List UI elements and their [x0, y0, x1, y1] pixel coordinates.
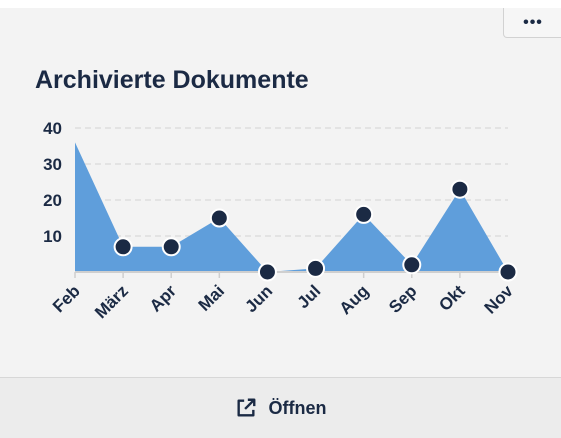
x-tick-label: Nov: [481, 281, 518, 318]
open-button-label: Öffnen: [268, 397, 327, 418]
data-point[interactable]: [113, 237, 133, 257]
x-tick-label: Apr: [146, 281, 180, 315]
x-tick-label: Jul: [294, 281, 325, 312]
external-link-icon: [236, 398, 255, 417]
data-point[interactable]: [498, 262, 518, 282]
open-button[interactable]: Öffnen: [0, 377, 561, 438]
y-axis-ticks: 10 20 30 40: [43, 119, 62, 246]
x-tick-label: Mai: [195, 281, 228, 314]
x-tick-label: Jun: [241, 281, 276, 316]
x-tick-label: Aug: [336, 281, 373, 318]
x-tick-label: Sep: [385, 281, 420, 316]
x-tick-label: Okt: [435, 281, 469, 315]
y-tick-label: 30: [43, 155, 62, 174]
x-tick-label: Feb: [49, 281, 84, 316]
more-options-button[interactable]: •••: [503, 8, 561, 38]
data-point[interactable]: [306, 258, 326, 278]
data-point[interactable]: [257, 262, 277, 282]
area-fill: [75, 142, 508, 272]
data-point[interactable]: [402, 255, 422, 275]
data-point[interactable]: [209, 208, 229, 228]
data-point[interactable]: [354, 204, 374, 224]
area-chart: 10 20 30 40 Feb März Apr Mai Jun Jul Aug Sep Okt Nov: [43, 119, 518, 322]
data-point[interactable]: [161, 237, 181, 257]
x-axis-ticks: Feb März Apr Mai Jun Jul Aug Sep Okt Nov: [49, 272, 517, 322]
data-point[interactable]: [450, 179, 470, 199]
y-tick-label: 40: [43, 119, 62, 138]
y-tick-label: 10: [43, 227, 62, 246]
y-tick-label: 20: [43, 191, 62, 210]
x-tick-label: März: [91, 281, 132, 322]
data-markers: [113, 179, 518, 282]
chart-title: Archivierte Dokumente: [35, 66, 309, 94]
